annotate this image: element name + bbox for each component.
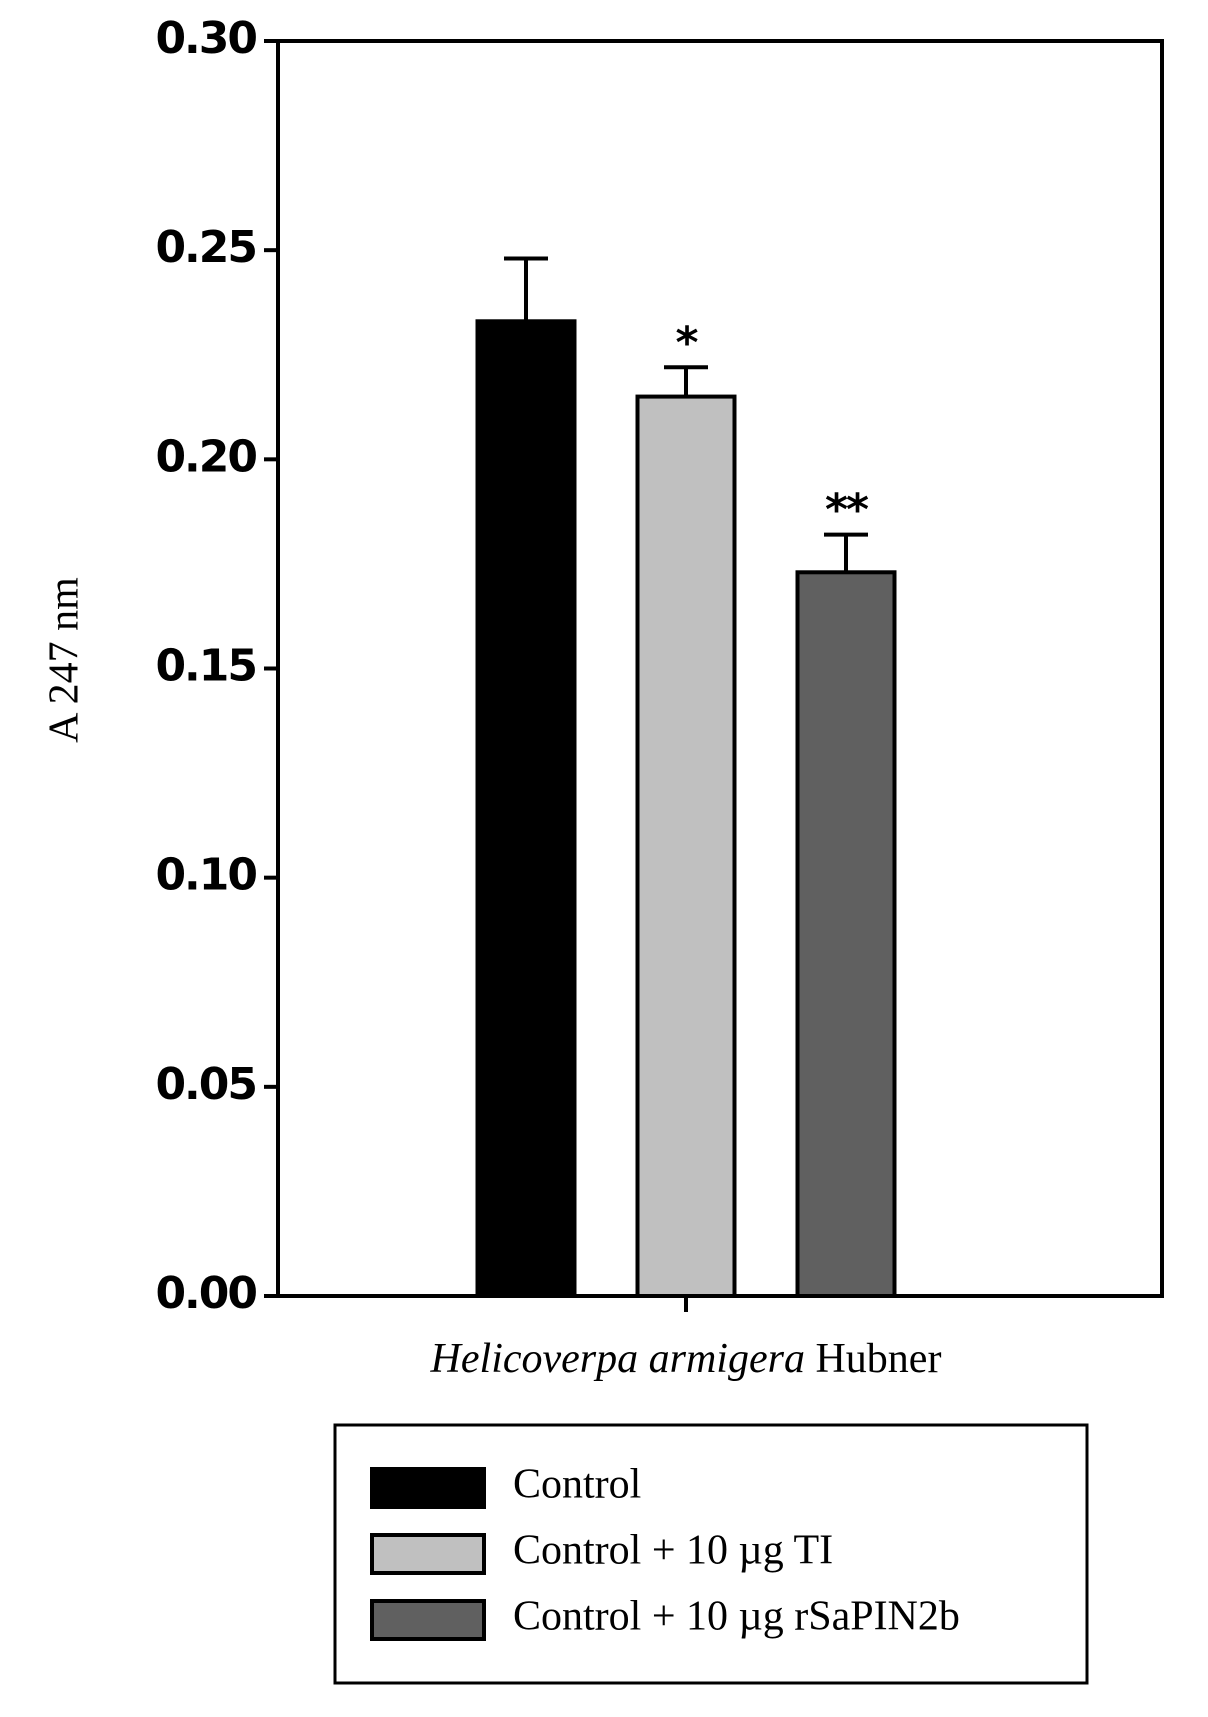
y-tick-label: 0.05: [155, 1059, 256, 1110]
y-tick-label: 0.30: [155, 13, 256, 64]
x-axis-label: Helicoverpa armigera Hubner: [430, 1336, 942, 1382]
legend-swatch: [370, 1599, 486, 1641]
y-tick-label: 0.15: [155, 641, 256, 692]
legend-box: [333, 1423, 1089, 1685]
y-tick-label: 0.20: [155, 431, 256, 482]
y-axis-label: A 247 nm: [42, 577, 88, 743]
legend-label: Control: [513, 1462, 641, 1508]
x-label-part: Helicoverpa armigera: [430, 1336, 805, 1382]
x-label-part: Hubner: [815, 1336, 941, 1382]
significance-label: *: [675, 317, 698, 368]
bar: [795, 570, 897, 1298]
legend-swatch: [370, 1533, 486, 1575]
y-tick-label: 0.00: [155, 1268, 256, 1319]
legend-label: Control + 10 µg TI: [513, 1528, 833, 1574]
bar: [635, 394, 737, 1299]
y-tick-label: 0.10: [155, 850, 256, 901]
y-tick-label: 0.25: [155, 222, 256, 273]
significance-label: **: [825, 485, 869, 536]
legend-swatch: [370, 1467, 486, 1509]
legend-label: Control + 10 µg rSaPIN2b: [513, 1594, 960, 1640]
bar: [475, 319, 577, 1298]
